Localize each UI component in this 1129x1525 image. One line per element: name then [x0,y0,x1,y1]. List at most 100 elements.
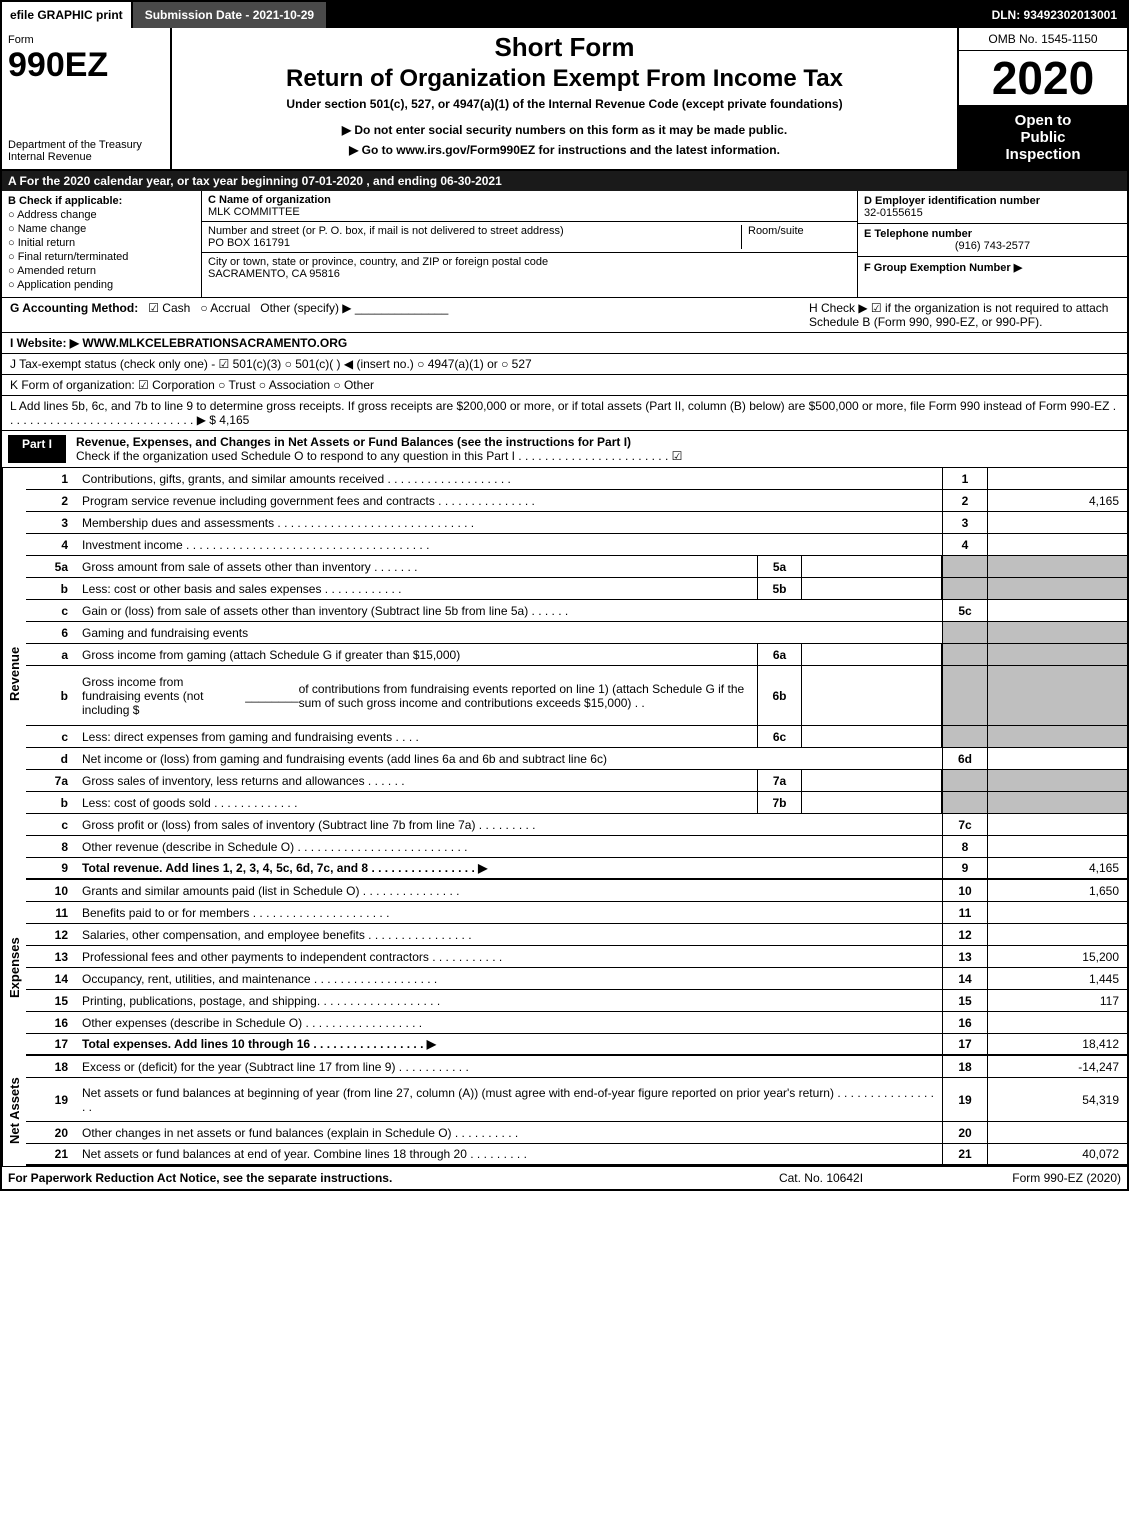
website-value[interactable]: I Website: ▶ WWW.MLKCELEBRATIONSACRAMENT… [10,336,347,350]
vtab-net-assets: Net Assets [2,1056,26,1166]
ln13-val: 15,200 [987,946,1127,967]
ln21-val: 40,072 [987,1144,1127,1164]
g-other[interactable]: Other (specify) ▶ [260,301,351,315]
ln18-val: -14,247 [987,1056,1127,1077]
ln7b-in: 7b [757,792,802,813]
omb-number: OMB No. 1545-1150 [959,28,1127,51]
header-center: Short Form Return of Organization Exempt… [172,28,957,169]
ln10-val: 1,650 [987,880,1127,901]
ln16-desc: Other expenses (describe in Schedule O) … [76,1012,942,1033]
dln-label: DLN: 93492302013001 [982,2,1127,28]
section-b-label: B Check if applicable: [8,195,122,207]
ln3-desc: Membership dues and assessments . . . . … [76,512,942,533]
chk-initial-return[interactable]: Initial return [8,237,195,249]
ln11-ref: 11 [942,902,987,923]
ln6-num: 6 [26,622,76,643]
ln18-desc: Excess or (deficit) for the year (Subtra… [76,1056,942,1077]
ein-cell: D Employer identification number 32-0155… [858,191,1127,224]
tax-year: 2020 [959,51,1127,106]
ln20-val [987,1122,1127,1143]
ln9-ref: 9 [942,858,987,878]
ln10-ref: 10 [942,880,987,901]
ln21-ref: 21 [942,1144,987,1164]
ln6a-val [987,644,1127,665]
org-name: MLK COMMITTEE [208,206,300,218]
ln7b-num: b [26,792,76,813]
ln5b-desc: Less: cost or other basis and sales expe… [76,578,757,599]
part-1-header: Part I Revenue, Expenses, and Changes in… [2,431,1127,468]
row-g-h: G Accounting Method: ☑ Cash ○ Accrual Ot… [2,298,1127,333]
telephone-cell: E Telephone number (916) 743-2577 [858,224,1127,257]
g-label: G Accounting Method: [10,301,138,315]
ln19-num: 19 [26,1078,76,1121]
ln19-desc: Net assets or fund balances at beginning… [76,1078,942,1121]
chk-address-change[interactable]: Address change [8,209,195,221]
ln10-num: 10 [26,880,76,901]
header: Form 990EZ Department of the Treasury In… [2,28,1127,171]
ln3-num: 3 [26,512,76,533]
ln1-ref: 1 [942,468,987,489]
ln9-num: 9 [26,858,76,878]
ln18-num: 18 [26,1056,76,1077]
revenue-section: Revenue 1Contributions, gifts, grants, a… [2,468,1127,880]
ln17-num: 17 [26,1034,76,1054]
chk-amended-return[interactable]: Amended return [8,265,195,277]
ln3-ref: 3 [942,512,987,533]
ln2-num: 2 [26,490,76,511]
ln6b-ref [942,666,987,725]
ln15-num: 15 [26,990,76,1011]
org-address: PO BOX 161791 [208,237,290,249]
footer-form-id: Form 990-EZ (2020) [921,1171,1121,1185]
form-label: Form [8,34,164,46]
ln14-desc: Occupancy, rent, utilities, and maintena… [76,968,942,989]
ln15-val: 117 [987,990,1127,1011]
ln6b-d1: Gross income from fundraising events (no… [82,675,245,717]
ln11-num: 11 [26,902,76,923]
title-goto-link[interactable]: ▶ Go to www.irs.gov/Form990EZ for instru… [180,143,949,157]
g-cash[interactable]: Cash [162,301,190,315]
tel-label: E Telephone number [864,228,972,240]
ln5b-ref [942,578,987,599]
ln6d-desc: Net income or (loss) from gaming and fun… [76,748,942,769]
ln16-num: 16 [26,1012,76,1033]
ln17-desc: Total expenses. Add lines 10 through 16 … [76,1034,942,1054]
part-1-badge: Part I [8,435,66,463]
row-i-website: I Website: ▶ WWW.MLKCELEBRATIONSACRAMENT… [2,333,1127,354]
ln14-val: 1,445 [987,968,1127,989]
ln19-ref: 19 [942,1078,987,1121]
ln1-num: 1 [26,468,76,489]
efile-print-button[interactable]: efile GRAPHIC print [2,2,131,28]
ln5a-desc: Gross amount from sale of assets other t… [76,556,757,577]
ln12-desc: Salaries, other compensation, and employ… [76,924,942,945]
ln7a-iv [802,770,942,791]
row-k-form-of-org: K Form of organization: ☑ Corporation ○ … [2,375,1127,396]
ln16-val [987,1012,1127,1033]
ln6-desc: Gaming and fundraising events [76,622,942,643]
ln13-ref: 13 [942,946,987,967]
chk-application-pending[interactable]: Application pending [8,279,195,291]
ln5b-iv [802,578,942,599]
ln5c-val [987,600,1127,621]
chk-name-change[interactable]: Name change [8,223,195,235]
ln6a-desc: Gross income from gaming (attach Schedul… [76,644,757,665]
form-number: 990EZ [8,48,164,82]
ln2-ref: 2 [942,490,987,511]
ln12-num: 12 [26,924,76,945]
ln2-desc: Program service revenue including govern… [76,490,942,511]
ln4-desc: Investment income . . . . . . . . . . . … [76,534,942,555]
inspection-line2: Public [963,129,1123,146]
group-exemption-cell: F Group Exemption Number ▶ [858,257,1127,278]
ln1-desc: Contributions, gifts, grants, and simila… [76,468,942,489]
section-c: C Name of organization MLK COMMITTEE Num… [202,191,857,297]
ein-label: D Employer identification number [864,195,1040,207]
calendar-year-row: A For the 2020 calendar year, or tax yea… [2,171,1127,191]
ln8-val [987,836,1127,857]
chk-final-return[interactable]: Final return/terminated [8,251,195,263]
g-accrual[interactable]: Accrual [210,301,250,315]
submission-date-button[interactable]: Submission Date - 2021-10-29 [131,2,328,28]
ln4-val [987,534,1127,555]
vtab-revenue: Revenue [2,468,26,880]
ln15-ref: 15 [942,990,987,1011]
footer-paperwork-notice: For Paperwork Reduction Act Notice, see … [8,1171,721,1185]
label-city: City or town, state or province, country… [208,256,548,268]
